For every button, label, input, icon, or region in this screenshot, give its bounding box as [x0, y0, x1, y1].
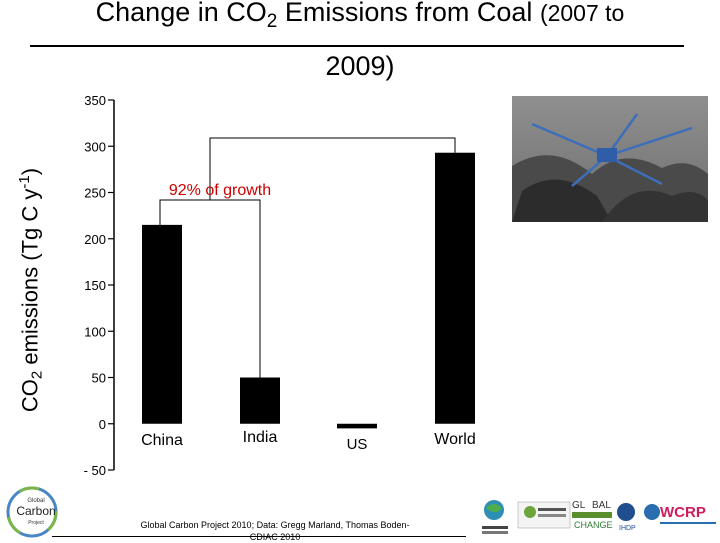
y-tick-label: - 50 — [84, 463, 106, 478]
svg-text:CHANGE: CHANGE — [574, 520, 613, 530]
svg-text:Global: Global — [27, 498, 44, 504]
coal-stockpile-photo — [512, 96, 708, 222]
y-tick-label: 50 — [92, 371, 106, 386]
svg-text:Project: Project — [28, 520, 44, 526]
svg-text:WCRP: WCRP — [660, 504, 706, 521]
svg-text:IHDP: IHDP — [619, 525, 636, 532]
ihdp-logo: IHDP — [617, 503, 636, 532]
y-tick-label: 250 — [84, 186, 106, 201]
y-axis: 350 300 250 200 150 100 50 0 - 50 — [84, 93, 115, 478]
x-tick-label: India — [243, 429, 278, 446]
bars: China India US World — [141, 152, 476, 453]
svg-text:BAL: BAL — [592, 500, 611, 511]
global-carbon-project-logo: Global Carbon Project — [6, 486, 58, 538]
y-tick-label: 0 — [99, 417, 106, 432]
y-tick-label: 300 — [84, 139, 106, 154]
partner-logos: GL BAL CHANGE IHDP WCRP — [482, 500, 716, 534]
bar-world — [435, 152, 475, 424]
earth-system-logo — [482, 500, 508, 534]
chart-title: Change in CO2 Emissions from Coal (2007 … — [95, 0, 625, 81]
svg-text:GL: GL — [572, 500, 586, 511]
x-tick-label: World — [434, 431, 476, 448]
wcrp-logo: WCRP — [644, 504, 716, 524]
x-tick-label: China — [141, 432, 183, 449]
title-underline — [30, 45, 684, 47]
y-tick-label: 100 — [84, 324, 106, 339]
bracket-upper — [209, 137, 456, 200]
growth-annotation: 92% of growth — [169, 182, 271, 199]
y-tick-label: 350 — [84, 93, 106, 108]
ihdp-group-logo — [517, 501, 571, 529]
bar-india — [240, 377, 280, 424]
svg-text:Carbon: Carbon — [16, 504, 55, 518]
y-tick-label: 200 — [84, 232, 106, 247]
footer-rule — [52, 536, 466, 537]
bar-us — [337, 423, 377, 429]
global-change-logo: GL BAL CHANGE — [572, 500, 613, 530]
bar-china — [142, 224, 182, 424]
data-credit: Global Carbon Project 2010; Data: Gregg … — [140, 520, 410, 542]
x-tick-label: US — [347, 436, 368, 453]
growth-bracket — [159, 137, 456, 378]
y-tick-label: 150 — [84, 278, 106, 293]
